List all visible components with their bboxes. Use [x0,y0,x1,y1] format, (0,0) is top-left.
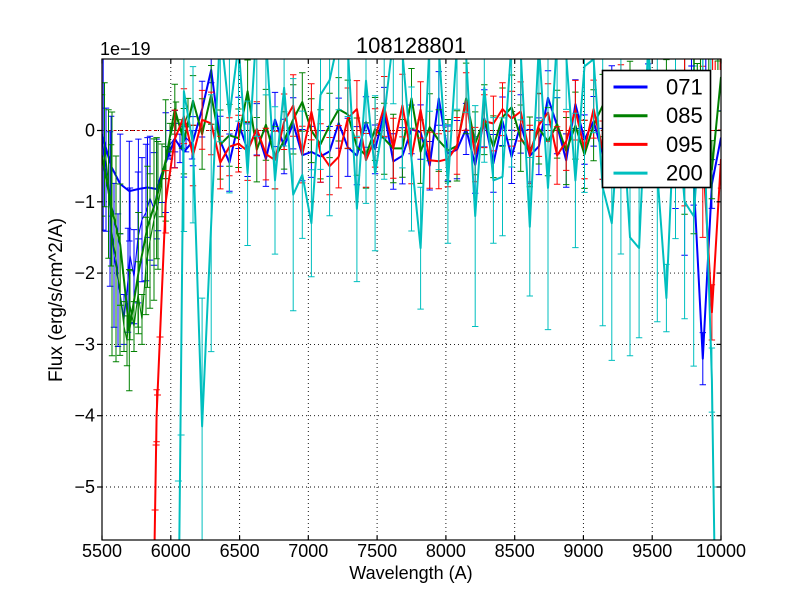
svg-text:−1: −1 [74,192,95,212]
svg-text:200: 200 [666,161,703,186]
svg-text:9500: 9500 [632,541,672,561]
svg-text:−2: −2 [74,263,95,283]
svg-text:8000: 8000 [426,541,466,561]
svg-text:7000: 7000 [288,541,328,561]
svg-text:10000: 10000 [696,541,746,561]
svg-text:071: 071 [666,75,703,100]
svg-text:6000: 6000 [151,541,191,561]
svg-text:−3: −3 [74,334,95,354]
svg-text:085: 085 [666,103,703,128]
svg-text:−5: −5 [74,477,95,497]
svg-text:0: 0 [85,121,95,141]
svg-text:5500: 5500 [82,541,122,561]
svg-text:108128801: 108128801 [356,33,466,58]
svg-text:095: 095 [666,132,703,157]
svg-text:6500: 6500 [220,541,260,561]
svg-text:−4: −4 [74,406,95,426]
svg-text:9000: 9000 [563,541,603,561]
svg-text:Wavelength (A): Wavelength (A) [349,563,472,583]
svg-text:8500: 8500 [495,541,535,561]
svg-text:1e−19: 1e−19 [100,39,151,59]
svg-text:Flux (erg/s/cm^2/A): Flux (erg/s/cm^2/A) [46,218,67,382]
svg-text:7500: 7500 [357,541,397,561]
